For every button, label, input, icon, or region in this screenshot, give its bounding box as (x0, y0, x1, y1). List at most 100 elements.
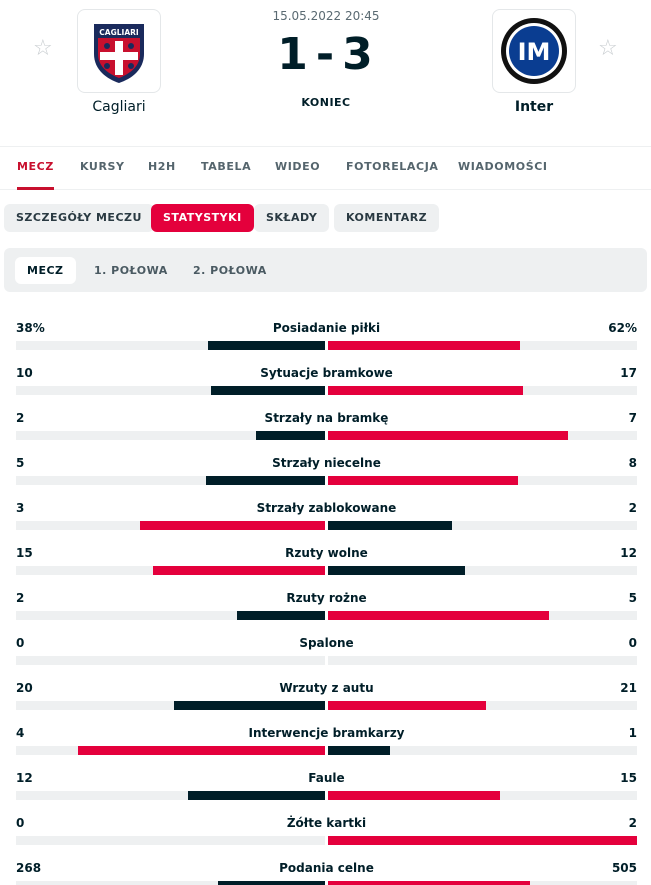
tab-kursy[interactable]: KURSY (80, 160, 125, 173)
stat-away-bar (328, 386, 523, 395)
stat-away-bar (328, 611, 549, 620)
stat-row: 5 Strzały niecelne 8 (16, 455, 637, 499)
stat-home-bar-track (16, 341, 325, 350)
stat-away-bar-track (328, 521, 637, 530)
stat-home-bar (208, 341, 325, 350)
tab-tabela[interactable]: TABELA (201, 160, 252, 173)
stat-home-bar-track (16, 836, 325, 845)
stat-home-value: 268 (16, 861, 42, 875)
stat-away-value: 2 (628, 816, 637, 830)
stat-away-bar (328, 566, 465, 575)
svg-text:CAGLIARI: CAGLIARI (99, 28, 139, 37)
stat-away-bar (328, 476, 518, 485)
stat-home-bar-track (16, 881, 325, 885)
period-tab-2-polowa[interactable]: 2. POŁOWA (193, 264, 267, 277)
score-separator: - (315, 29, 337, 80)
subtab-komentarz[interactable]: KOMENTARZ (334, 204, 440, 232)
stat-away-bar (328, 341, 520, 350)
period-tab-1-polowa[interactable]: 1. POŁOWA (94, 264, 168, 277)
tab-mecz[interactable]: MECZ (17, 147, 54, 190)
stat-away-bar-track (328, 881, 637, 885)
stat-away-value: 17 (620, 366, 637, 380)
match-score: 1-3 (226, 29, 426, 80)
stat-row: 2 Rzuty rożne 5 (16, 590, 637, 634)
stat-name: Faule (308, 771, 345, 785)
stat-home-bar-track (16, 431, 325, 440)
stat-name: Spalone (299, 636, 354, 650)
stat-home-bar (140, 521, 325, 530)
stat-home-bar (206, 476, 325, 485)
stat-home-bar-track (16, 521, 325, 530)
inter-crest-icon: IM (501, 18, 567, 84)
stat-home-value: 2 (16, 411, 25, 425)
stat-home-value: 4 (16, 726, 25, 740)
stat-away-value: 8 (628, 456, 637, 470)
tab-wideo[interactable]: WIDEO (275, 160, 321, 173)
stat-row: 4 Interwencje bramkarzy 1 (16, 725, 637, 769)
match-header: ☆ CAGLIARI Cagliari 15.05.2022 20:45 1-3… (0, 0, 651, 146)
stat-home-bar-track (16, 476, 325, 485)
stat-row: 3 Strzały zablokowane 2 (16, 500, 637, 544)
stat-home-bar (218, 881, 325, 885)
subtab-sklady[interactable]: SKŁADY (254, 204, 330, 232)
stat-row: 38% Posiadanie piłki 62% (16, 320, 637, 364)
stat-name: Posiadanie piłki (272, 321, 381, 335)
stat-name: Rzuty wolne (285, 546, 368, 560)
stat-name: Podania celne (279, 861, 374, 875)
stat-home-value: 3 (16, 501, 25, 515)
favorite-home-star-icon[interactable]: ☆ (33, 36, 53, 61)
stat-name: Strzały zablokowane (256, 501, 397, 515)
stat-row: 0 Żółte kartki 2 (16, 815, 637, 859)
stat-home-value: 38% (16, 321, 45, 335)
stat-home-bar (174, 701, 325, 710)
away-team-name[interactable]: Inter (514, 99, 554, 115)
stat-away-bar-track (328, 386, 637, 395)
stat-away-bar-track (328, 476, 637, 485)
stat-away-bar-track (328, 746, 637, 755)
match-status: KONIEC (301, 96, 351, 109)
main-tabs: MECZ KURSY H2H TABELA WIDEO FOTORELACJA … (0, 146, 651, 190)
stat-away-bar (328, 701, 486, 710)
home-team-logo[interactable]: CAGLIARI (77, 9, 161, 93)
stat-away-bar-track (328, 611, 637, 620)
stat-away-bar-track (328, 431, 637, 440)
stat-home-value: 15 (16, 546, 33, 560)
stat-row: 20 Wrzuty z autu 21 (16, 680, 637, 724)
stat-home-value: 20 (16, 681, 33, 695)
stat-name: Strzały na bramkę (264, 411, 389, 425)
stat-row: 268 Podania celne 505 (16, 860, 637, 885)
stat-away-value: 0 (628, 636, 637, 650)
subtab-szczegoly-meczu[interactable]: SZCZEGÓŁY MECZU (4, 204, 154, 232)
period-tabs: MECZ 1. POŁOWA 2. POŁOWA (4, 248, 647, 292)
stat-away-value: 7 (628, 411, 637, 425)
stat-row: 12 Faule 15 (16, 770, 637, 814)
tab-h2h[interactable]: H2H (148, 160, 176, 173)
home-team-name[interactable]: Cagliari (92, 99, 146, 115)
tab-fotorelacja[interactable]: FOTORELACJA (346, 160, 439, 173)
stat-home-value: 5 (16, 456, 25, 470)
stat-row: 15 Rzuty wolne 12 (16, 545, 637, 589)
stat-away-value: 1 (628, 726, 637, 740)
stat-name: Interwencje bramkarzy (248, 726, 405, 740)
stat-home-bar (78, 746, 325, 755)
stat-home-bar-track (16, 701, 325, 710)
stat-name: Sytuacje bramkowe (260, 366, 393, 380)
stat-home-value: 0 (16, 816, 25, 830)
subtab-statystyki[interactable]: STATYSTYKI (151, 204, 254, 232)
stat-away-bar (328, 881, 530, 885)
stat-away-bar-track (328, 566, 637, 575)
away-team-logo[interactable]: IM (492, 9, 576, 93)
tab-wiadomosci[interactable]: WIADOMOŚCI (458, 160, 548, 173)
cagliari-crest-icon: CAGLIARI (94, 24, 144, 83)
stat-away-value: 2 (628, 501, 637, 515)
stat-home-bar-track (16, 791, 325, 800)
stat-away-value: 12 (620, 546, 637, 560)
stat-away-bar (328, 431, 568, 440)
stat-home-bar (237, 611, 325, 620)
stat-name: Rzuty rożne (286, 591, 367, 605)
favorite-away-star-icon[interactable]: ☆ (598, 36, 618, 61)
period-tab-mecz[interactable]: MECZ (15, 257, 76, 284)
stat-away-value: 5 (628, 591, 637, 605)
stat-away-bar-track (328, 341, 637, 350)
